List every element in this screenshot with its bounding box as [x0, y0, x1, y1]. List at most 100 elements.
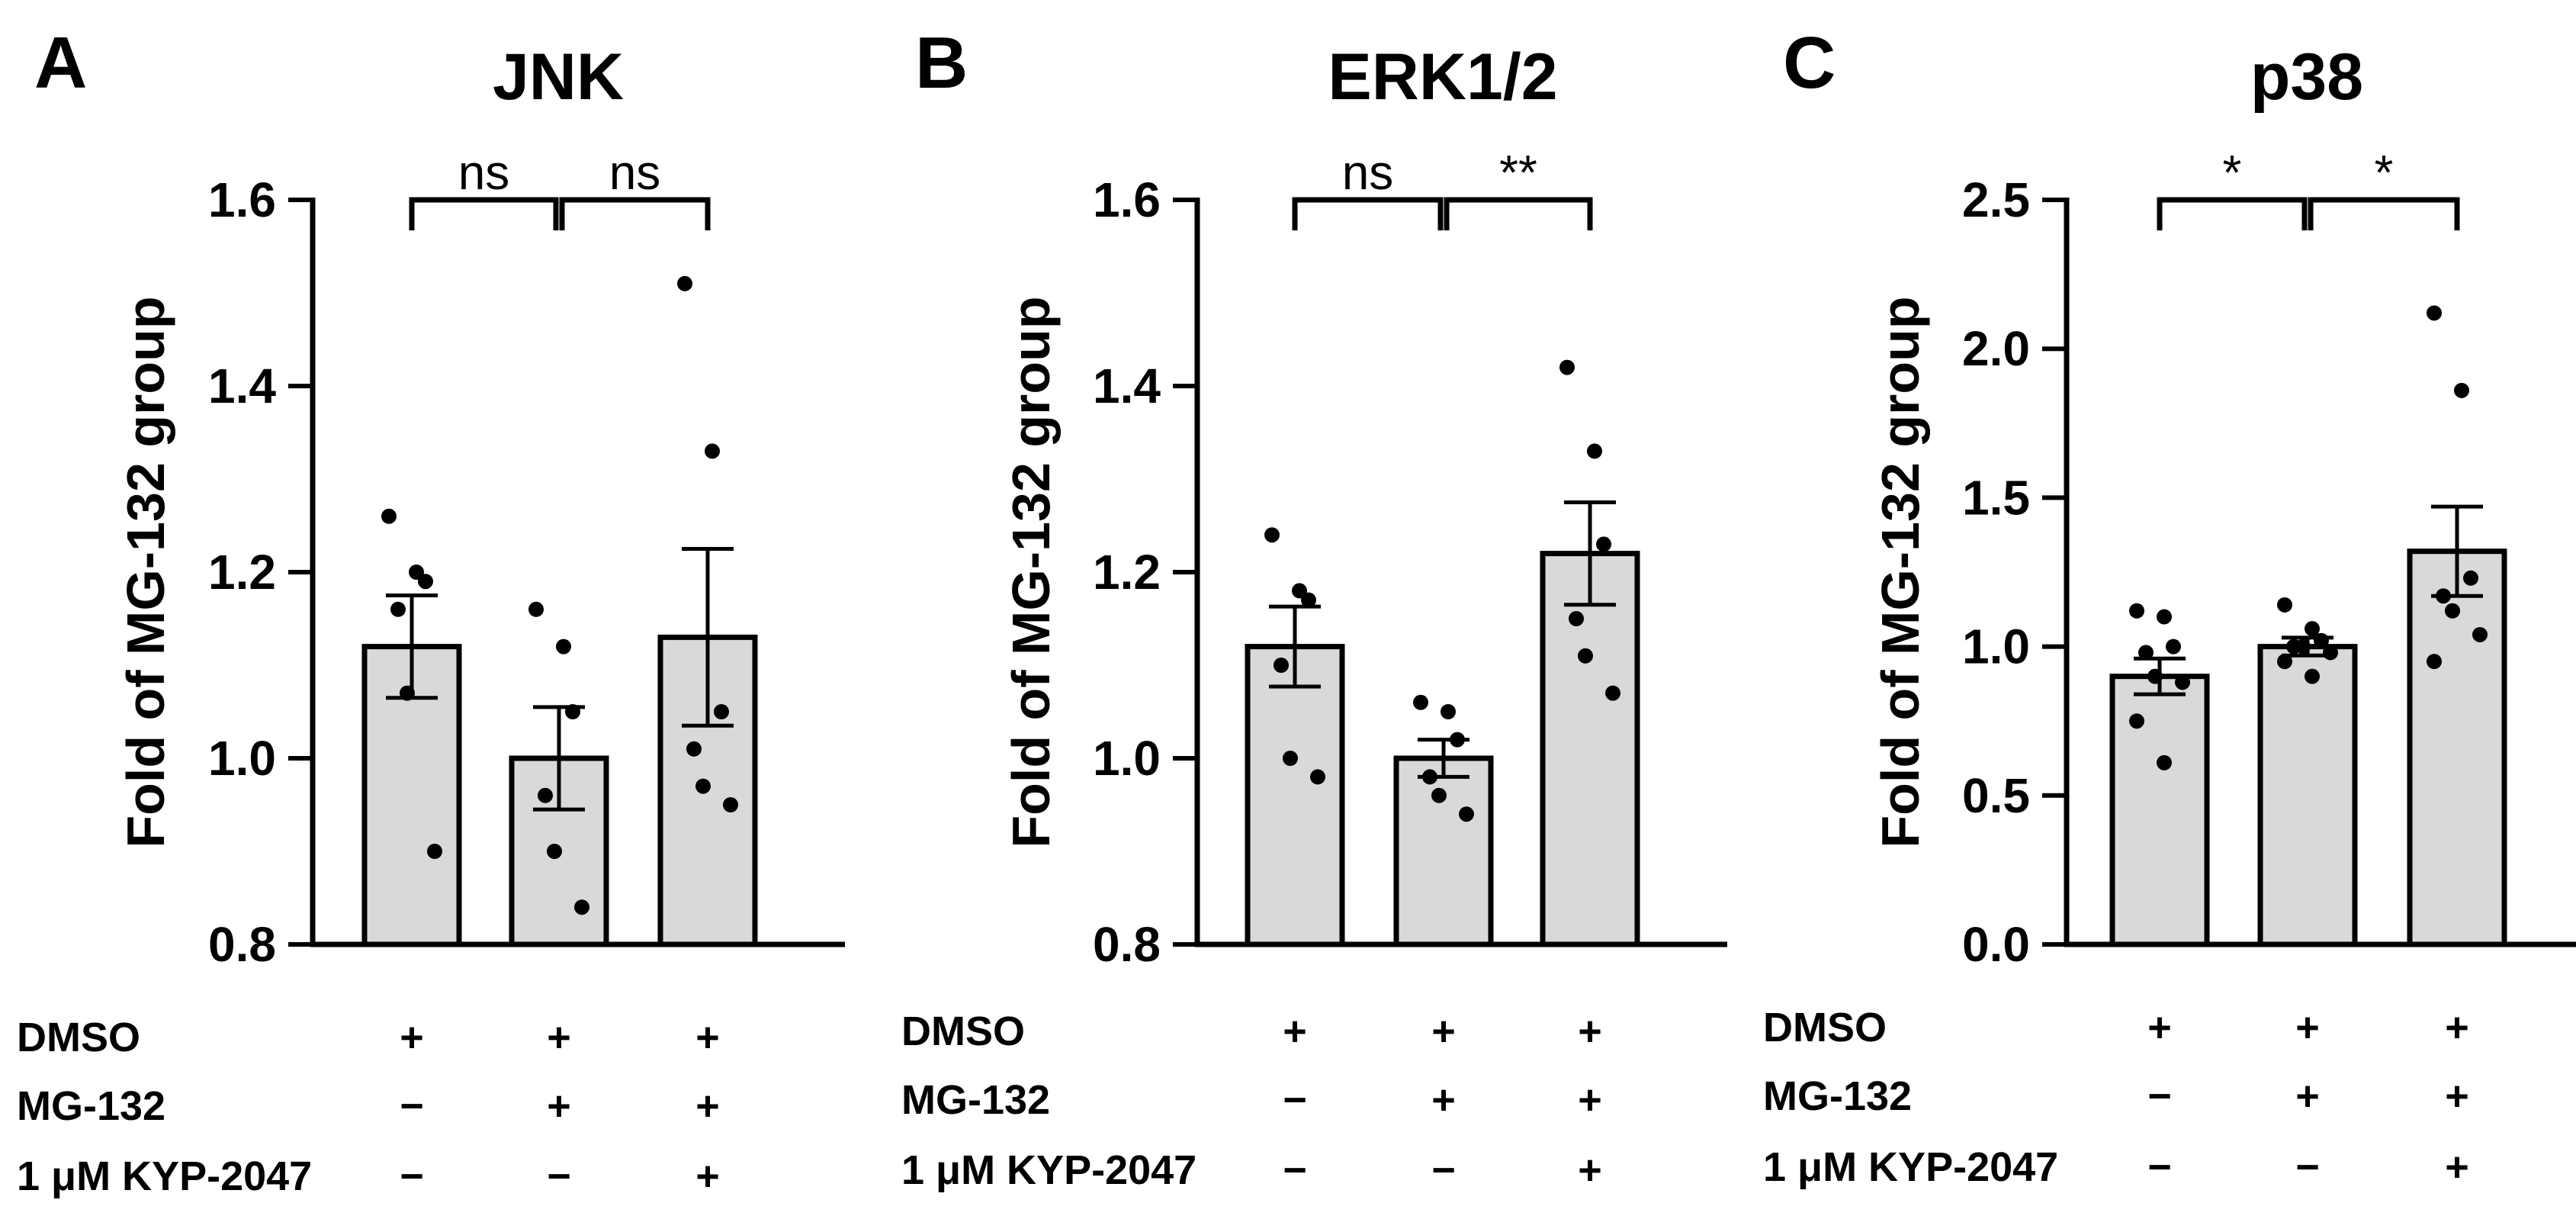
data-point	[1431, 787, 1447, 803]
data-point	[528, 601, 544, 617]
condition-sign: +	[1283, 1008, 1307, 1054]
data-point	[686, 741, 702, 757]
condition-sign: −	[400, 1083, 424, 1129]
significance-label: *	[2223, 145, 2242, 200]
condition-label: DMSO	[1763, 1005, 1887, 1050]
significance-bracket	[2157, 197, 2308, 230]
data-point	[2157, 609, 2172, 625]
condition-sign: −	[2295, 1144, 2320, 1190]
data-point	[2175, 674, 2190, 690]
condition-label: 1 μM KYP-2047	[1763, 1144, 2058, 1190]
significance-label: ns	[609, 145, 661, 200]
condition-sign: +	[1578, 1008, 1602, 1054]
data-point	[390, 601, 406, 617]
chart-title: p38	[2250, 40, 2363, 114]
y-tick-label: 1.6	[208, 172, 276, 227]
condition-sign: +	[1431, 1008, 1456, 1054]
condition-sign: +	[2445, 1073, 2469, 1119]
data-point	[2147, 668, 2163, 684]
data-point	[2472, 626, 2488, 642]
data-point	[2277, 597, 2292, 613]
condition-label: DMSO	[901, 1008, 1025, 1054]
y-tick-label: 0.5	[1962, 768, 2030, 823]
significance-label: ns	[1342, 145, 1394, 200]
data-point	[1450, 732, 1465, 748]
condition-sign: −	[547, 1153, 571, 1199]
condition-label: MG-132	[1763, 1073, 1912, 1119]
y-tick-label: 1.0	[208, 731, 276, 786]
y-axis-label: Fold of MG-132 group	[1871, 296, 1930, 848]
significance-bracket	[1444, 197, 1593, 230]
data-point	[2323, 645, 2338, 661]
data-point	[1596, 536, 1611, 552]
bar	[1393, 755, 1494, 947]
data-point	[1559, 359, 1575, 375]
condition-sign: +	[2295, 1005, 2320, 1050]
chart-title: ERK1/2	[1328, 40, 1557, 114]
data-point	[2129, 713, 2144, 729]
condition-label: 1 μM KYP-2047	[901, 1147, 1196, 1193]
y-tick-label: 0.0	[1962, 917, 2030, 972]
condition-sign: −	[2147, 1144, 2172, 1190]
panel-letter: A	[34, 22, 87, 104]
condition-sign: +	[1431, 1077, 1456, 1123]
significance-label: ns	[458, 145, 510, 200]
data-point	[400, 685, 415, 701]
panel-letter: B	[915, 22, 968, 104]
data-point	[2138, 645, 2154, 661]
condition-sign: +	[695, 1153, 720, 1199]
data-point	[705, 443, 720, 459]
data-point	[2129, 603, 2144, 619]
data-point	[2305, 621, 2320, 637]
significance-label: *	[2375, 145, 2394, 200]
y-tick-label: 1.4	[208, 359, 276, 413]
condition-label: DMSO	[17, 1015, 140, 1060]
condition-sign: −	[400, 1153, 424, 1199]
data-point	[1283, 751, 1298, 766]
data-point	[2436, 588, 2451, 604]
data-point	[409, 565, 424, 580]
data-point	[556, 639, 571, 655]
y-tick-label: 2.0	[1962, 321, 2030, 376]
data-point	[1274, 658, 1289, 673]
chart-title: JNK	[493, 40, 624, 114]
y-tick-label: 0.8	[1093, 917, 1161, 972]
condition-sign: +	[547, 1015, 571, 1060]
data-point	[1441, 704, 1456, 719]
y-tick-label: 1.5	[1962, 470, 2030, 525]
y-tick-label: 1.4	[1093, 359, 1161, 413]
data-point	[2157, 754, 2172, 770]
y-tick-label: 1.6	[1093, 172, 1161, 227]
significance-bracket	[2308, 197, 2460, 230]
data-point	[723, 797, 738, 812]
data-point	[565, 704, 580, 719]
y-tick-label: 2.5	[1962, 172, 2030, 227]
bar	[2109, 674, 2210, 947]
y-tick-label: 1.2	[208, 545, 276, 600]
condition-sign: +	[1578, 1077, 1602, 1123]
data-point	[2427, 654, 2442, 670]
data-point	[2277, 654, 2292, 670]
y-axis-label: Fold of MG-132 group	[1001, 296, 1061, 848]
condition-sign: +	[1578, 1147, 1602, 1193]
data-point	[1578, 648, 1593, 664]
data-point	[574, 899, 589, 915]
data-point	[1292, 583, 1307, 599]
data-point	[2305, 668, 2320, 684]
bar	[1245, 644, 1345, 947]
data-point	[677, 275, 692, 291]
condition-sign: +	[2445, 1005, 2469, 1050]
y-tick-label: 1.0	[1093, 731, 1161, 786]
condition-sign: +	[2445, 1144, 2469, 1190]
y-tick-label: 1.2	[1093, 545, 1161, 600]
data-point	[547, 844, 562, 859]
data-point	[418, 574, 433, 590]
condition-sign: −	[2147, 1073, 2172, 1119]
data-point	[427, 844, 442, 859]
condition-sign: +	[547, 1083, 571, 1129]
condition-sign: −	[1283, 1147, 1307, 1193]
condition-sign: +	[2147, 1005, 2172, 1050]
condition-sign: −	[1431, 1147, 1456, 1193]
data-point	[714, 704, 729, 719]
